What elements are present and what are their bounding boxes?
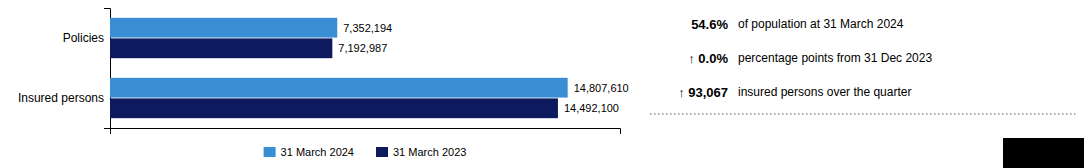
stat-text: of population at 31 March 2024 bbox=[738, 17, 904, 31]
stats-panel: 54.6% of population at 31 March 2024 ↑ 0.0… bbox=[678, 17, 932, 100]
stat-value: ↑ 93,067 bbox=[678, 85, 728, 100]
stat-text: percentage points from 31 Dec 2023 bbox=[738, 51, 932, 65]
data-label: 14,492,100 bbox=[564, 102, 619, 114]
bar bbox=[110, 78, 568, 98]
y-tick-label: Policies bbox=[63, 31, 104, 45]
data-labels: 14,807,610 7,352,194 14,492,100 7,192,987 bbox=[338, 22, 628, 115]
chart: Policies Insured persons 14,807,610 7,352,1… bbox=[0, 0, 1084, 168]
x-axis bbox=[111, 129, 621, 135]
bar bbox=[110, 18, 337, 38]
y-axis-line bbox=[104, 9, 111, 129]
legend-swatch bbox=[264, 147, 276, 157]
legend: 31 March 2024 31 March 2023 bbox=[264, 146, 467, 158]
data-label: 14,807,610 bbox=[574, 82, 629, 94]
legend-label: 31 March 2024 bbox=[281, 146, 354, 158]
data-label: 7,352,194 bbox=[343, 22, 392, 34]
legend-item: 31 March 2023 bbox=[376, 146, 466, 158]
stat-text: insured persons over the quarter bbox=[738, 85, 911, 99]
plot: Policies Insured persons 14,807,610 7,352,1… bbox=[18, 9, 629, 135]
stat-value: ↑ 0.0% bbox=[688, 51, 728, 66]
legend-label: 31 March 2023 bbox=[393, 146, 466, 158]
legend-swatch bbox=[376, 147, 388, 157]
y-tick: Policies bbox=[63, 31, 110, 45]
stat-value: 54.6% bbox=[691, 17, 728, 32]
separator bbox=[650, 114, 1078, 115]
y-tick-label: Insured persons bbox=[18, 91, 104, 105]
bars bbox=[110, 18, 568, 118]
y-axis: Policies Insured persons bbox=[18, 9, 111, 129]
data-label: 7,192,987 bbox=[338, 42, 387, 54]
corner-block bbox=[1003, 138, 1084, 168]
legend-item: 31 March 2024 bbox=[264, 146, 354, 158]
y-tick: Insured persons bbox=[18, 91, 110, 105]
bar bbox=[110, 98, 558, 118]
x-axis-line bbox=[111, 129, 621, 135]
bar bbox=[110, 38, 332, 58]
